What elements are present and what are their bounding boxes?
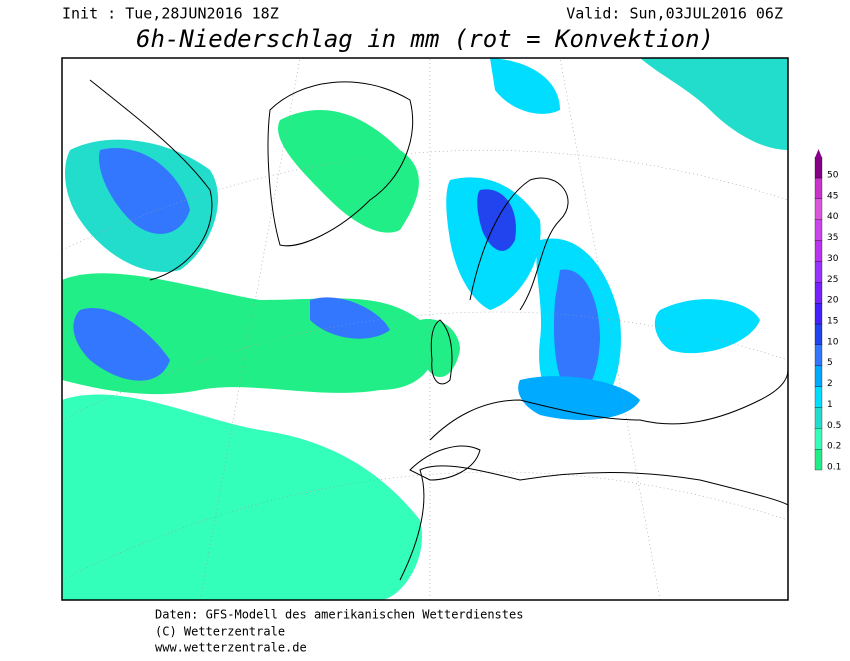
precip-area bbox=[417, 319, 460, 378]
colorbar-segment bbox=[814, 365, 823, 387]
colorbar-segment bbox=[814, 177, 823, 200]
colorbar-label: 1 bbox=[827, 400, 833, 410]
colorbar-segment bbox=[814, 428, 823, 450]
map-frame bbox=[61, 57, 789, 601]
precip-area bbox=[553, 269, 600, 396]
precip-area bbox=[640, 58, 788, 150]
colorbar-label: 0.2 bbox=[827, 442, 841, 452]
colorbar-label: 20 bbox=[827, 296, 839, 306]
colorbar-label: 2 bbox=[827, 379, 833, 389]
colorbar-label: 45 bbox=[827, 191, 838, 201]
precip-area bbox=[99, 148, 190, 234]
coastline-iberia bbox=[409, 445, 481, 481]
colorbar-segment bbox=[814, 407, 823, 429]
coastline-scandinavia bbox=[469, 177, 569, 311]
map bbox=[61, 57, 789, 601]
init-time: Init : Tue,28JUN2016 18Z bbox=[62, 5, 279, 23]
colorbar-segment bbox=[814, 344, 823, 366]
precipitation-field bbox=[62, 58, 788, 600]
colorbar-segment bbox=[814, 323, 823, 346]
graticule bbox=[62, 471, 788, 581]
precip-area bbox=[62, 394, 422, 600]
colorbar-segment bbox=[814, 302, 823, 325]
coastline-britain bbox=[430, 319, 453, 385]
coastline-europe bbox=[429, 369, 788, 441]
coastline-africa bbox=[399, 465, 788, 581]
colorbar-arrow bbox=[815, 149, 822, 158]
graticule bbox=[62, 311, 788, 421]
colorbar-segment bbox=[814, 261, 823, 283]
colorbar-label: 15 bbox=[827, 317, 838, 327]
footer-source: Daten: GFS-Modell des amerikanischen Wet… bbox=[155, 608, 523, 622]
colorbar-segment bbox=[814, 156, 823, 179]
colorbar-label: 10 bbox=[827, 337, 839, 347]
colorbar-label: 35 bbox=[827, 233, 838, 243]
valid-time: Valid: Sun,03JUL2016 06Z bbox=[566, 5, 783, 23]
precip-area bbox=[278, 110, 419, 233]
colorbar-segment bbox=[814, 219, 823, 241]
colorbar-segment bbox=[814, 282, 823, 304]
colorbar-segment bbox=[814, 240, 823, 262]
colorbar-label: 5 bbox=[827, 358, 833, 368]
footer-url: www.wetterzentrale.de bbox=[155, 641, 307, 655]
precip-area bbox=[518, 376, 640, 420]
colorbar-label: 0.1 bbox=[827, 463, 841, 473]
footer-copyright: (C) Wetterzentrale bbox=[155, 625, 285, 639]
precip-area bbox=[654, 299, 760, 354]
colorbar-segment bbox=[814, 198, 823, 220]
map-title: 6h-Niederschlag in mm (rot = Konvektion) bbox=[136, 25, 714, 53]
colorbar-segment bbox=[814, 448, 823, 471]
colorbar-label: 50 bbox=[827, 171, 839, 181]
precip-area bbox=[73, 308, 170, 381]
colorbar-label: 30 bbox=[827, 254, 839, 264]
coastline-canada bbox=[89, 79, 213, 281]
colorbar-label: 25 bbox=[827, 275, 838, 285]
colorbar-label: 40 bbox=[827, 212, 839, 222]
colorbar-label: 0.5 bbox=[827, 421, 841, 431]
coastline-greenland bbox=[267, 81, 414, 247]
precip-area bbox=[490, 58, 560, 114]
precip-area bbox=[310, 297, 390, 339]
colorbar-segment bbox=[814, 386, 823, 408]
